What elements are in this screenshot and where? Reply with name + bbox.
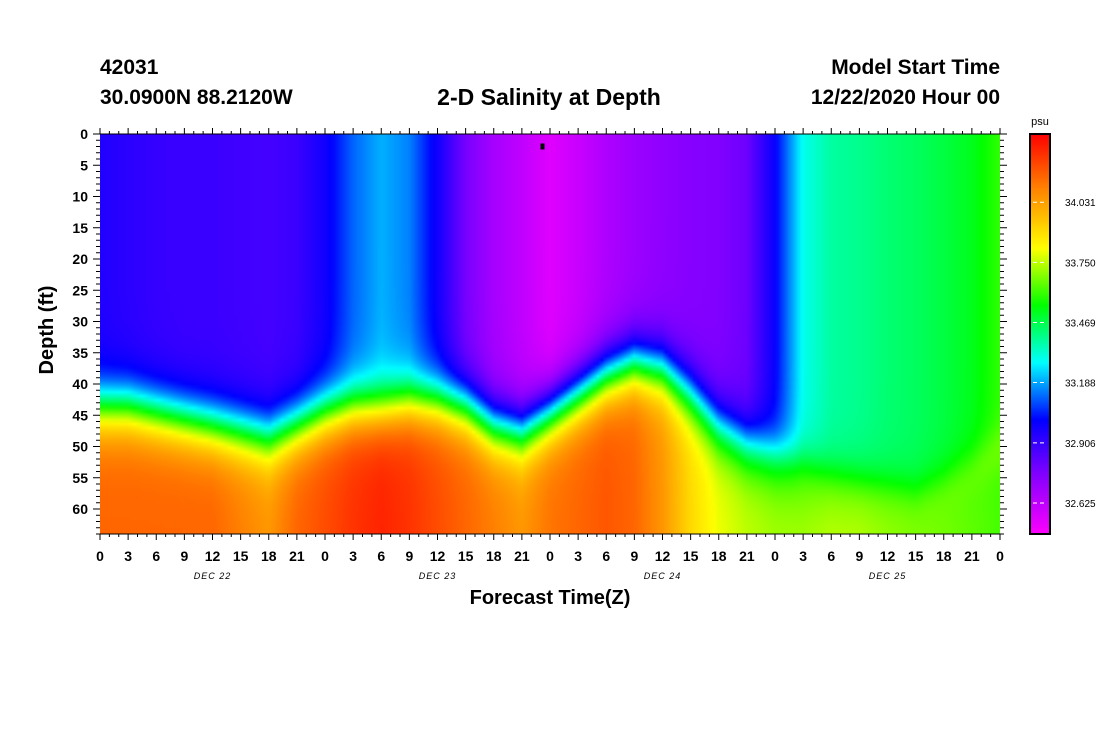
x-tick-label: 12 [430, 548, 446, 564]
date-label: DEC 25 [869, 571, 907, 581]
y-tick-label: 15 [72, 220, 88, 236]
y-tick-label: 35 [72, 345, 88, 361]
x-tick-label: 9 [180, 548, 188, 564]
x-tick-label: 12 [655, 548, 671, 564]
x-tick-label: 21 [739, 548, 755, 564]
x-tick-label: 18 [936, 548, 952, 564]
x-tick-label: 12 [880, 548, 896, 564]
marker-point [540, 143, 545, 150]
x-tick-label: 3 [574, 548, 582, 564]
x-tick-label: 21 [964, 548, 980, 564]
x-tick-label: 9 [405, 548, 413, 564]
y-tick-label: 45 [72, 407, 88, 423]
station-location: 30.0900N 88.2120W [100, 86, 293, 109]
y-tick-label: 0 [80, 126, 88, 142]
x-tick-label: 18 [486, 548, 502, 564]
x-tick-label: 0 [546, 548, 554, 564]
model-start-time: 12/22/2020 Hour 00 [810, 86, 1000, 109]
date-label: DEC 22 [194, 571, 232, 581]
x-tick-label: 9 [855, 548, 863, 564]
y-tick-label: 60 [72, 501, 88, 517]
colorbar-tick-label: 32.625 [1065, 499, 1096, 510]
x-tick-label: 0 [96, 548, 104, 564]
colorbar-tick-label: 34.031 [1065, 198, 1096, 209]
y-tick-label: 25 [72, 282, 88, 298]
x-tick-label: 21 [289, 548, 305, 564]
x-tick-label: 15 [908, 548, 924, 564]
x-tick-label: 6 [377, 548, 385, 564]
colorbar-tick-label: 33.469 [1065, 318, 1096, 329]
date-label: DEC 24 [644, 571, 682, 581]
x-tick-label: 12 [205, 548, 221, 564]
x-tick-label: 0 [321, 548, 329, 564]
x-tick-label: 3 [349, 548, 357, 564]
y-tick-label: 20 [72, 251, 88, 267]
colorbar-frame [1029, 133, 1051, 535]
model-start-label: Model Start Time [831, 56, 1000, 79]
x-tick-label: 15 [683, 548, 699, 564]
y-tick-label: 55 [72, 470, 88, 486]
colorbar-tick-label: 32.906 [1065, 439, 1096, 450]
x-tick-label: 0 [996, 548, 1004, 564]
y-tick-label: 40 [72, 376, 88, 392]
colorbar-gradient [1030, 134, 1050, 534]
x-tick-label: 6 [602, 548, 610, 564]
y-axis-title: Depth (ft) [36, 286, 58, 375]
x-axis-title: Forecast Time(Z) [470, 587, 631, 609]
chart-title: 2-D Salinity at Depth [437, 84, 661, 110]
y-tick-label: 10 [72, 189, 88, 205]
colorbar-tick-label: 33.750 [1065, 258, 1096, 269]
x-tick-label: 15 [458, 548, 474, 564]
x-tick-label: 9 [630, 548, 638, 564]
y-tick-label: 5 [80, 157, 88, 173]
x-tick-label: 18 [711, 548, 727, 564]
y-tick-label: 50 [72, 439, 88, 455]
x-tick-label: 21 [514, 548, 530, 564]
colorbar-tick-label: 33.188 [1065, 379, 1096, 390]
x-tick-label: 18 [261, 548, 277, 564]
x-tick-label: 6 [152, 548, 160, 564]
x-tick-label: 6 [827, 548, 835, 564]
station-id: 42031 [100, 56, 159, 79]
x-tick-label: 0 [771, 548, 779, 564]
y-tick-label: 30 [72, 314, 88, 330]
x-tick-label: 3 [799, 548, 807, 564]
salinity-heatmap [100, 134, 1000, 534]
x-tick-label: 15 [233, 548, 249, 564]
colorbar-unit: psu [1031, 116, 1049, 128]
date-label: DEC 23 [419, 571, 457, 581]
x-tick-label: 3 [124, 548, 132, 564]
